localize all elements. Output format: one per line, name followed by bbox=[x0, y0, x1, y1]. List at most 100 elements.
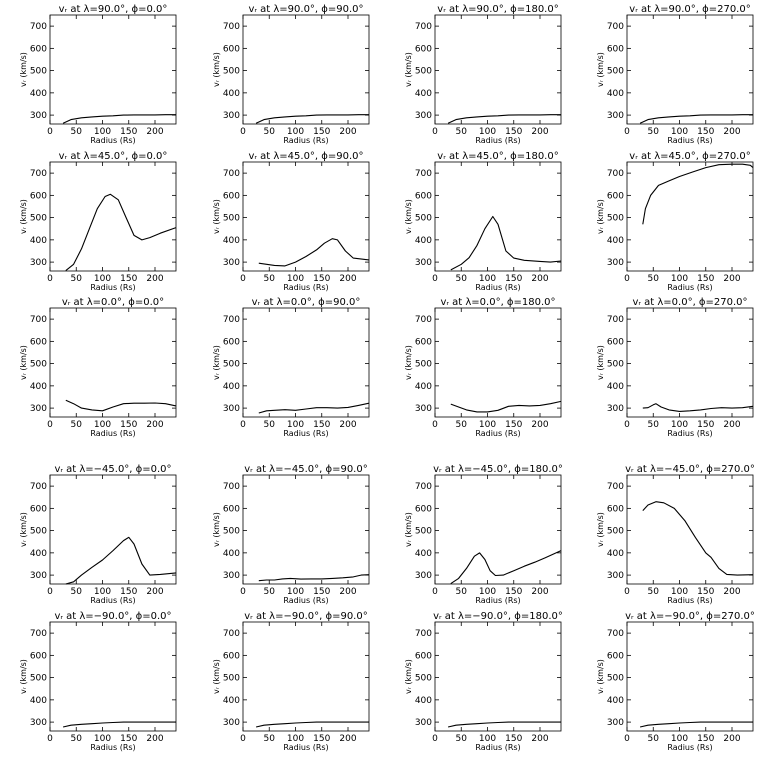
panel-2-3-ytick-label: 600 bbox=[415, 191, 432, 201]
panel-3-1-xlabel: Radius (Rs) bbox=[90, 429, 135, 438]
panel-2-1-title: vᵣ at λ=45.0°, ϕ=0.0° bbox=[59, 151, 168, 162]
panel-1-2-xtick-label: 150 bbox=[313, 127, 330, 137]
panel-1-2-xtick-label: 200 bbox=[339, 127, 356, 137]
panel-2-3-ytick-label: 400 bbox=[415, 236, 432, 246]
panel-4-4-xtick-label: 100 bbox=[671, 587, 688, 597]
panel-1-1-xtick-label: 50 bbox=[71, 127, 83, 137]
panel-1-4-frame bbox=[626, 14, 754, 125]
panel-2-3-xtick-label: 150 bbox=[505, 274, 522, 284]
panel-3-2-series-line bbox=[258, 402, 370, 414]
panel-4-2-ylabel: vᵣ (km/s) bbox=[212, 512, 221, 547]
panel-2-2-xtick-label: 50 bbox=[264, 274, 276, 284]
panel-5-4-ytick-label: 400 bbox=[607, 696, 624, 706]
panel-1-4-ytick-label: 600 bbox=[607, 44, 624, 54]
panel-4-2-ytick-label: 500 bbox=[223, 527, 240, 537]
panel-2-2-title: vᵣ at λ=45.0°, ϕ=90.0° bbox=[248, 151, 363, 162]
panel-1-1-title: vᵣ at λ=90.0°, ϕ=0.0° bbox=[59, 4, 168, 15]
panel-4-3-title: vᵣ at λ=−45.0°, ϕ=180.0° bbox=[433, 464, 563, 475]
panel-3-3-series-line bbox=[450, 400, 562, 413]
panel-5-2-ylabel: vᵣ (km/s) bbox=[212, 659, 221, 694]
panel-4-4-ylabel: vᵣ (km/s) bbox=[596, 512, 605, 547]
panel-5-3-xtick-label: 150 bbox=[505, 734, 522, 744]
panel-1-2-ytick-label: 400 bbox=[223, 89, 240, 99]
panel-5-4-xtick-label: 100 bbox=[671, 734, 688, 744]
panel-3-4-ytick-label: 600 bbox=[607, 337, 624, 347]
panel-2-2-ylabel: vᵣ (km/s) bbox=[212, 199, 221, 234]
panel-1-2-xlabel: Radius (Rs) bbox=[283, 136, 328, 145]
panel-4-3-ytick-label: 300 bbox=[415, 571, 432, 581]
panel-5-2-xlabel: Radius (Rs) bbox=[283, 743, 328, 752]
panel-4-3-frame bbox=[434, 474, 562, 585]
panel-1-1-ytick-label: 400 bbox=[30, 89, 47, 99]
panel-4-4-ytick-label: 300 bbox=[607, 571, 624, 581]
panel-1-3-xlabel: Radius (Rs) bbox=[475, 136, 520, 145]
panel-5-4-ytick-label: 700 bbox=[607, 629, 624, 639]
panel-3-4-xtick-label: 0 bbox=[624, 420, 630, 430]
panel-4-4-series-line bbox=[642, 501, 754, 576]
panel-2-4-xtick-label: 0 bbox=[624, 274, 630, 284]
panel-3-1-ytick-label: 300 bbox=[30, 404, 47, 414]
panel-3-2-xtick-label: 200 bbox=[339, 420, 356, 430]
panel-1-1-ytick-label: 600 bbox=[30, 44, 47, 54]
panel-2-4-ytick-label: 400 bbox=[607, 236, 624, 246]
panel-1-2-ytick-label: 600 bbox=[223, 44, 240, 54]
panel-3-3-ytick-label: 600 bbox=[415, 337, 432, 347]
panel-5-4-frame bbox=[626, 621, 754, 732]
panel-3-3-xtick-label: 200 bbox=[531, 420, 548, 430]
panel-3-1-ytick-label: 600 bbox=[30, 337, 47, 347]
panel-3-3-ytick-label: 500 bbox=[415, 360, 432, 370]
panel-2-3-ytick-label: 500 bbox=[415, 214, 432, 224]
panel-3-3-ytick-label: 400 bbox=[415, 382, 432, 392]
panel-4-4-xtick-label: 150 bbox=[697, 587, 714, 597]
panel-4-4-xtick-label: 0 bbox=[624, 587, 630, 597]
panel-3-1-xtick-label: 150 bbox=[120, 420, 137, 430]
panel-3-4-xtick-label: 200 bbox=[723, 420, 740, 430]
panel-3-3-frame bbox=[434, 307, 562, 418]
panel-3-3-xtick-label: 0 bbox=[432, 420, 438, 430]
panel-1-3-title: vᵣ at λ=90.0°, ϕ=180.0° bbox=[437, 4, 558, 15]
panel-1-3-xtick-label: 0 bbox=[432, 127, 438, 137]
panel-2-3-frame bbox=[434, 161, 562, 272]
panel-5-4-xtick-label: 50 bbox=[648, 734, 660, 744]
panel-3-4-series-line bbox=[642, 403, 754, 412]
panel-3-1-ytick-label: 400 bbox=[30, 382, 47, 392]
panel-3-4-xtick-label: 50 bbox=[648, 420, 660, 430]
panel-2-2-xtick-label: 150 bbox=[313, 274, 330, 284]
panel-3-2-xtick-label: 0 bbox=[240, 420, 246, 430]
panel-4-2-frame bbox=[242, 474, 370, 585]
panel-1-1-ylabel: vᵣ (km/s) bbox=[19, 52, 28, 87]
panel-4-2-xlabel: Radius (Rs) bbox=[283, 596, 328, 605]
panel-3-4-ytick-label: 400 bbox=[607, 382, 624, 392]
panel-3-1-xtick-label: 0 bbox=[47, 420, 53, 430]
panel-5-3-frame bbox=[434, 621, 562, 732]
panel-3-1-xtick-label: 50 bbox=[71, 420, 83, 430]
panel-4-4-xlabel: Radius (Rs) bbox=[667, 596, 712, 605]
panel-2-4-xtick-label: 150 bbox=[697, 274, 714, 284]
panel-1-2-frame bbox=[242, 14, 370, 125]
panel-3-4-frame bbox=[626, 307, 754, 418]
panel-3-4-title: vᵣ at λ=0.0°, ϕ=270.0° bbox=[632, 297, 747, 308]
panel-1-2-xtick-label: 50 bbox=[264, 127, 276, 137]
panel-2-1-xtick-label: 200 bbox=[146, 274, 163, 284]
panel-5-3-xtick-label: 0 bbox=[432, 734, 438, 744]
panel-2-2-ytick-label: 600 bbox=[223, 191, 240, 201]
panel-1-4-ytick-label: 500 bbox=[607, 67, 624, 77]
panel-5-1-xtick-label: 0 bbox=[47, 734, 53, 744]
panel-5-1-frame bbox=[49, 621, 177, 732]
panel-2-4-ytick-label: 700 bbox=[607, 169, 624, 179]
panel-5-1-ytick-label: 700 bbox=[30, 629, 47, 639]
panel-2-1-ytick-label: 500 bbox=[30, 214, 47, 224]
panel-4-2-xtick-label: 150 bbox=[313, 587, 330, 597]
panel-2-3-xtick-label: 0 bbox=[432, 274, 438, 284]
panel-1-3-ytick-label: 500 bbox=[415, 67, 432, 77]
panel-2-3-xlabel: Radius (Rs) bbox=[475, 283, 520, 292]
panel-5-4-title: vᵣ at λ=−90.0°, ϕ=270.0° bbox=[625, 611, 755, 622]
panel-5-1-xtick-label: 50 bbox=[71, 734, 83, 744]
panel-2-2-frame bbox=[242, 161, 370, 272]
panel-4-4-xtick-label: 200 bbox=[723, 587, 740, 597]
panel-3-2-ytick-label: 600 bbox=[223, 337, 240, 347]
panel-5-1-ytick-label: 400 bbox=[30, 696, 47, 706]
panel-3-1-xtick-label: 200 bbox=[146, 420, 163, 430]
panel-2-2-xtick-label: 0 bbox=[240, 274, 246, 284]
panel-5-4-ytick-label: 600 bbox=[607, 651, 624, 661]
